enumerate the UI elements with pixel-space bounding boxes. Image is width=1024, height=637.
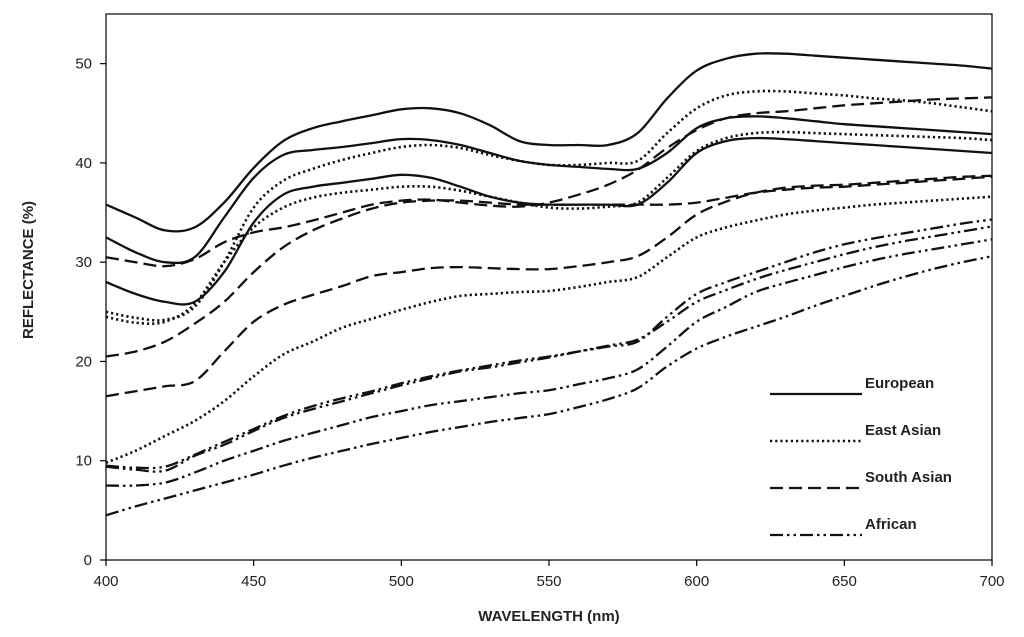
series-line-south-asian: [105, 175, 993, 358]
series-line-european: [105, 136, 993, 306]
y-tick-label: 30: [75, 254, 92, 271]
y-tick-label: 40: [75, 155, 92, 172]
series-line-european: [105, 52, 993, 233]
series-line-african: [105, 255, 993, 517]
y-tick-label: 10: [75, 453, 92, 470]
legend-label: East Asian: [865, 422, 941, 439]
series-line-east-asian: [105, 89, 993, 322]
x-tick-label: 450: [241, 573, 266, 590]
series-line-east-asian: [105, 130, 993, 326]
series-line-african: [105, 218, 993, 470]
y-tick-label: 0: [84, 552, 92, 569]
x-tick-label: 550: [536, 573, 561, 590]
legend-label: African: [865, 516, 917, 533]
series-lines: [105, 52, 993, 517]
x-tick-label: 500: [389, 573, 414, 590]
series-line-south-asian: [105, 96, 993, 268]
series-line-south-asian: [105, 174, 993, 398]
y-tick-label: 20: [75, 353, 92, 370]
series-line-african: [105, 225, 993, 473]
x-axis-title: WAVELENGTH (nm): [478, 608, 619, 625]
legend-label: European: [865, 375, 934, 392]
series-line-african: [105, 238, 993, 487]
y-axis-ticks: 0 10 20 30 40 50: [75, 56, 106, 569]
x-tick-label: 600: [684, 573, 709, 590]
legend: European East Asian South Asian African: [770, 375, 952, 537]
series-line-east-asian: [105, 195, 993, 464]
x-axis-ticks: 400 450 500 550 600 650 700: [93, 560, 1005, 590]
y-axis-title: REFLECTANCE (%): [20, 201, 37, 339]
x-tick-label: 650: [832, 573, 857, 590]
x-tick-label: 400: [93, 573, 118, 590]
legend-label: South Asian: [865, 469, 952, 486]
x-tick-label: 700: [979, 573, 1004, 590]
y-tick-label: 50: [75, 56, 92, 73]
